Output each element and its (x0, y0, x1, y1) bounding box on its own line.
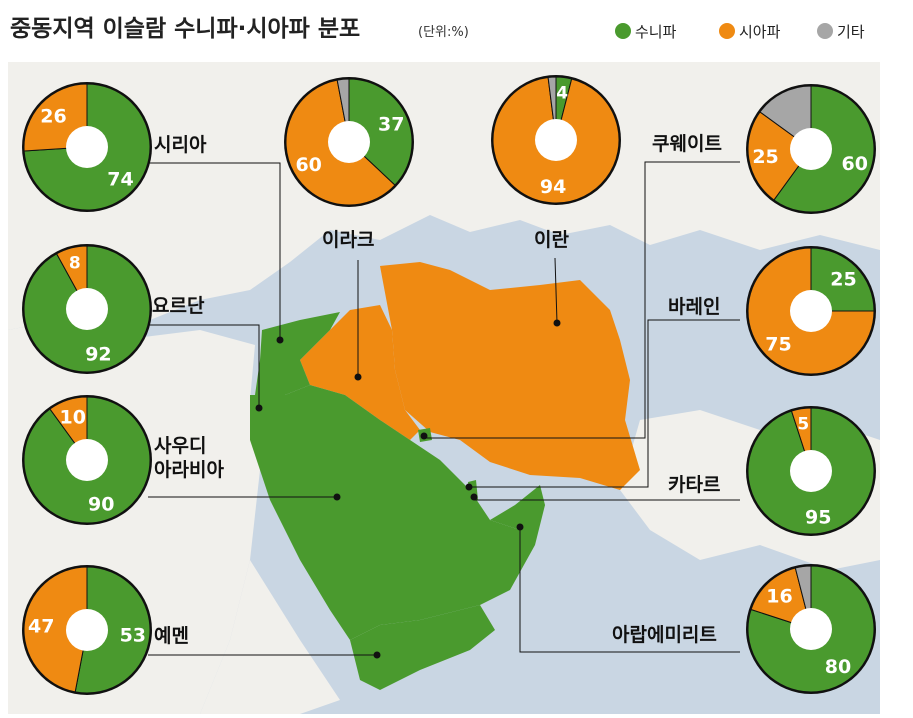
dot-qatar (470, 493, 478, 501)
leader-iran (554, 257, 558, 324)
donut-value-label: 80 (825, 656, 851, 678)
donut-10: 80 16 (746, 564, 876, 694)
donut-value-label: 60 (295, 154, 321, 176)
donut-value-label: 47 (28, 616, 54, 638)
country-label-uae: 아랍에미리트 (612, 624, 717, 646)
leader-syria (148, 162, 281, 340)
chart-title: 중동지역 이슬람 수니파·시아파 분포 (10, 16, 360, 42)
donut-hole (66, 609, 108, 651)
country-label-saudi-arabia: 사우디 아라비아 (154, 435, 224, 481)
donut-slice-shia (747, 111, 812, 201)
donut-4: 60 25 (746, 84, 876, 214)
legend-swatch-other (817, 23, 833, 39)
legend-label-other: 기타 (837, 23, 865, 41)
donut-5: 92 8 (22, 244, 152, 374)
donut-6: 25 75 (746, 246, 876, 376)
country-label-qatar: 카타르 (668, 474, 720, 496)
donut-hole (66, 288, 108, 330)
country-label-kuwait: 쿠웨이트 (652, 133, 722, 155)
donut-slice-shia (23, 566, 88, 693)
donut-slice-sunni (348, 78, 413, 186)
donut-value-label: 25 (830, 268, 856, 290)
donut-hole (790, 290, 832, 332)
donut-value-label: 25 (752, 146, 778, 168)
donut-value-label: 95 (805, 506, 831, 528)
donut-9: 53 47 (22, 565, 152, 695)
country-labels: 시리아 이라크 이란 쿠웨이트 요르단 바레인 사우디 아라비아 카타르 예멘 아… (152, 133, 722, 647)
map-uae (490, 485, 545, 530)
donut-hole (535, 119, 577, 161)
donut-7: 90 10 (22, 395, 152, 525)
map-syria-jordan (255, 312, 340, 395)
country-label-iraq: 이라크 (322, 229, 374, 251)
donut-value-label: 16 (766, 585, 792, 607)
legend-swatch-sunni (615, 23, 631, 39)
donut-value-label: 94 (540, 176, 566, 198)
country-label-syria: 시리아 (154, 134, 207, 156)
leader-bahrain (469, 319, 740, 488)
donut-charts: 74 26 37 60 4 94 60 25 92 8 25 75 90 10 95 5 53 47 80 16 (22, 75, 876, 695)
donut-value-label: 75 (765, 334, 791, 356)
leader-lines (148, 161, 740, 656)
map-saudi-arabia (250, 385, 545, 640)
donut-value-label: 4 (556, 83, 568, 103)
legend-label-sunni: 수니파 (635, 23, 677, 41)
donut-hole (66, 439, 108, 481)
map-iraq (300, 305, 420, 440)
donut-value-label: 26 (40, 106, 66, 128)
map-land-africa (200, 560, 340, 714)
donut-value-label: 74 (107, 168, 133, 190)
map-yemen (350, 605, 495, 690)
donut-hole (790, 128, 832, 170)
map-iran (380, 262, 640, 490)
donut-hole (790, 450, 832, 492)
country-label-jordan: 요르단 (152, 295, 205, 317)
legend-swatch-shia (719, 23, 735, 39)
leader-kuwait (424, 161, 740, 439)
donut-hole (66, 126, 108, 168)
donut-slice-sunni (810, 247, 875, 312)
donut-2: 37 60 (284, 77, 414, 207)
donut-value-label: 5 (797, 415, 809, 435)
donut-slice-sunni (74, 566, 151, 694)
donut-value-label: 37 (378, 114, 404, 136)
donut-3: 4 94 (491, 75, 621, 205)
donut-1: 74 26 (22, 82, 152, 212)
map-land-north (8, 62, 880, 330)
leader-jordan (148, 324, 260, 408)
donut-value-label: 90 (88, 494, 114, 516)
donut-slice-shia (750, 567, 812, 630)
donut-hole (328, 121, 370, 163)
country-label-yemen: 예멘 (154, 625, 189, 647)
leader-uae (519, 527, 740, 653)
country-label-iran: 이란 (534, 229, 569, 251)
legend-label-shia: 시아파 (739, 23, 781, 41)
country-label-bahrain: 바레인 (668, 296, 720, 318)
donut-value-label: 8 (69, 254, 81, 274)
country-label-line: 사우디 (154, 435, 206, 457)
donut-value-label: 53 (120, 624, 146, 646)
unit-label: (단위:%) (418, 25, 469, 40)
country-label-line: 아라비아 (154, 459, 224, 481)
donut-value-label: 60 (842, 153, 868, 175)
donut-hole (790, 608, 832, 650)
donut-value-label: 10 (60, 406, 86, 428)
donut-8: 95 5 (746, 406, 876, 536)
donut-value-label: 92 (85, 344, 111, 366)
legend: 수니파 시아파 기타 (615, 23, 865, 41)
